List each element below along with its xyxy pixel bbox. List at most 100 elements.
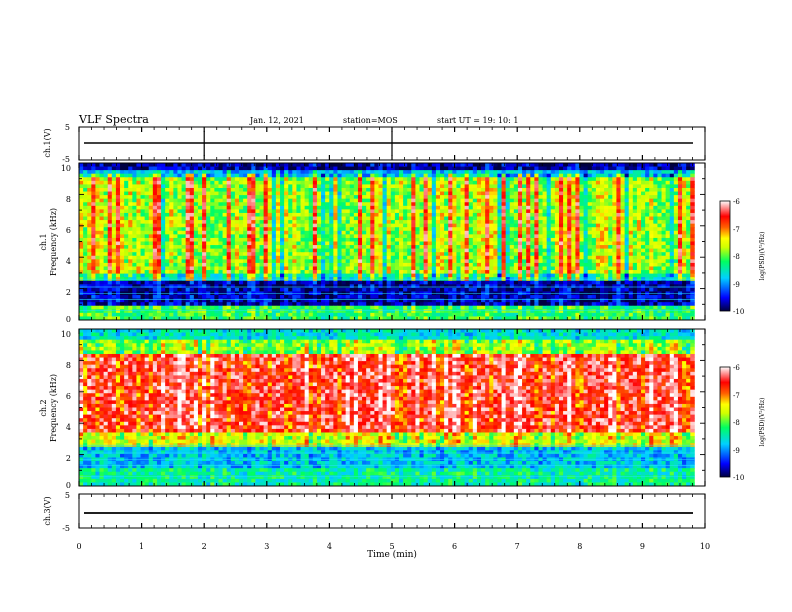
- spectrogram-cell: [567, 166, 572, 171]
- spectrogram-cell: [448, 166, 453, 171]
- spectrogram-cell: [653, 198, 658, 203]
- spectrogram-cell: [197, 259, 203, 264]
- spectrogram-cell: [669, 259, 675, 264]
- spectrogram-cell: [91, 205, 96, 210]
- spectrogram-cell: [140, 212, 146, 217]
- spectrogram-cell: [583, 266, 589, 271]
- spectrogram-cell: [156, 202, 162, 207]
- spectrogram-cell: [673, 255, 679, 260]
- spectrogram-cell: [423, 209, 429, 214]
- spectrogram-cell: [538, 241, 543, 246]
- spectrogram-cell: [526, 209, 531, 214]
- spectrogram-cell: [226, 173, 232, 178]
- spectrogram-cell: [308, 163, 314, 167]
- spectrogram-cell: [300, 248, 306, 253]
- spectrogram-cell: [353, 255, 359, 260]
- spectrogram-cell: [152, 234, 158, 239]
- spectrogram-cell: [370, 220, 375, 225]
- spectrogram-cell: [165, 191, 170, 196]
- spectrogram-cell: [288, 220, 293, 225]
- spectrogram-cell: [448, 212, 453, 217]
- spectrogram-cell: [316, 237, 322, 242]
- spectrogram-cell: [161, 273, 166, 278]
- spectrogram-cell: [538, 255, 543, 260]
- spectrogram-cell: [111, 195, 117, 200]
- spectrogram-cell: [243, 212, 248, 217]
- spectrogram-cell: [189, 195, 195, 200]
- spectrogram-cell: [481, 166, 486, 171]
- spectrogram-cell: [546, 259, 552, 264]
- spectrogram-cell: [329, 273, 334, 278]
- spectrogram-cell: [197, 209, 203, 214]
- spectrogram-cell: [378, 173, 383, 178]
- spectrogram-cell: [509, 216, 515, 221]
- spectrogram-cell: [661, 234, 667, 239]
- spectrogram-cell: [677, 241, 683, 246]
- spectrogram-cell: [255, 237, 260, 242]
- spectrogram-cell: [677, 177, 683, 182]
- spectrogram-cell: [132, 212, 137, 217]
- spectrogram-cell: [423, 241, 429, 246]
- spectrogram-cell: [686, 252, 691, 257]
- spectrogram-cell: [558, 273, 564, 278]
- spectrogram-cell: [636, 195, 642, 200]
- spectrogram-cell: [95, 220, 100, 225]
- spectrogram-cell: [493, 252, 498, 257]
- spectrogram-cell: [661, 195, 667, 200]
- spectrogram-cell: [546, 212, 552, 217]
- spectrogram-cell: [505, 180, 511, 185]
- spectrogram-cell: [316, 205, 322, 210]
- spectrogram-cell: [99, 241, 105, 246]
- spectrogram-cell: [398, 166, 404, 171]
- spectrogram-cell: [374, 212, 379, 217]
- spectrogram-cell: [632, 166, 638, 171]
- spectrogram-cell: [628, 216, 634, 221]
- spectrogram-cell: [431, 209, 437, 214]
- spectrogram-cell: [275, 245, 281, 250]
- spectrogram-cell: [226, 270, 232, 275]
- spectrogram-cell: [608, 237, 613, 242]
- spectrogram-cell: [214, 216, 219, 221]
- spectrogram-cell: [304, 241, 310, 246]
- spectrogram-cell: [649, 241, 654, 246]
- spectrogram-cell: [390, 230, 396, 235]
- spectrogram-cell: [554, 234, 560, 239]
- spectrogram-cell: [419, 166, 424, 171]
- spectrogram-cell: [321, 266, 326, 271]
- spectrogram-cell: [407, 163, 412, 167]
- spectrogram-cell: [284, 205, 289, 210]
- spectrogram-cell: [263, 209, 269, 214]
- spectrogram-cell: [415, 270, 420, 275]
- spectrogram-cell: [226, 227, 232, 232]
- spectrogram-cell: [530, 262, 535, 267]
- spectrogram-cell: [571, 237, 576, 242]
- spectrogram-cell: [567, 216, 572, 221]
- spectrogram-cell: [423, 262, 429, 267]
- spectrogram-cell: [538, 166, 543, 171]
- spectrogram-cell: [91, 230, 96, 235]
- spectrogram-cell: [452, 245, 457, 250]
- spectrogram-cell: [234, 241, 240, 246]
- spectrogram-cell: [686, 163, 691, 167]
- spectrogram-cell: [193, 237, 199, 242]
- spectrogram-cell: [337, 230, 342, 235]
- spectrogram-cell: [669, 170, 675, 175]
- spectrogram-cell: [210, 180, 215, 185]
- spectrogram-cell: [189, 270, 195, 275]
- spectrogram-cell: [595, 245, 601, 250]
- spectrogram-cell: [481, 273, 486, 278]
- spectrogram-cell: [616, 173, 621, 178]
- spectrogram-cell: [107, 245, 113, 250]
- spectrogram-cell: [374, 180, 379, 185]
- spectrogram-cell: [132, 166, 137, 171]
- spectrogram-cell: [140, 227, 146, 232]
- spectrogram-cell: [185, 230, 191, 235]
- spectrogram-cell: [222, 184, 228, 189]
- spectrogram-cell: [604, 216, 609, 221]
- spectrogram-cell: [193, 252, 199, 257]
- spectrogram-cell: [325, 195, 330, 200]
- spectrogram-cell: [243, 163, 248, 167]
- spectrogram-cell: [456, 234, 461, 239]
- spectrogram-cell: [206, 262, 211, 267]
- spectrogram-cell: [604, 241, 609, 246]
